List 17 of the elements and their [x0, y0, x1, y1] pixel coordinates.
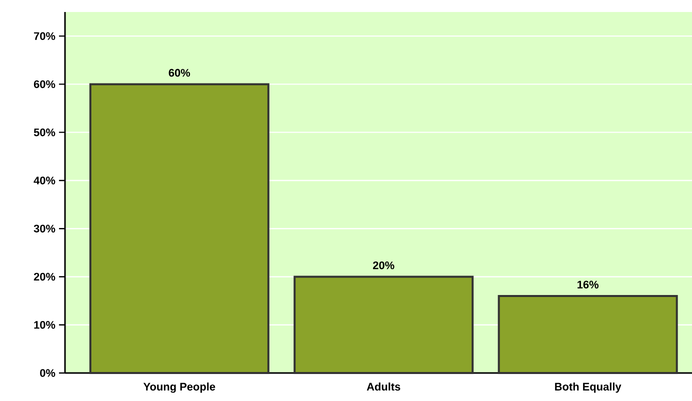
- y-tick-label: 70%: [34, 32, 56, 40]
- data-label: 16%: [578, 280, 599, 288]
- y-tick-label: 60%: [34, 80, 56, 88]
- data-label: 20%: [373, 261, 394, 270]
- x-tick-label: Adults: [366, 382, 400, 391]
- y-tick-label: 10%: [34, 321, 56, 329]
- y-tick-label: 40%: [34, 176, 56, 184]
- bar: [294, 276, 474, 374]
- x-tick-label: Both Equally: [555, 382, 622, 393]
- y-tick-label: 50%: [34, 128, 56, 136]
- y-tick-label: 30%: [34, 224, 56, 232]
- bar: [89, 83, 270, 374]
- bar: [498, 294, 678, 374]
- data-label: 60%: [168, 68, 190, 77]
- x-tick-label: Young People: [143, 382, 216, 393]
- y-tick-label: 0%: [40, 369, 56, 377]
- y-tick-label: 20%: [34, 272, 56, 281]
